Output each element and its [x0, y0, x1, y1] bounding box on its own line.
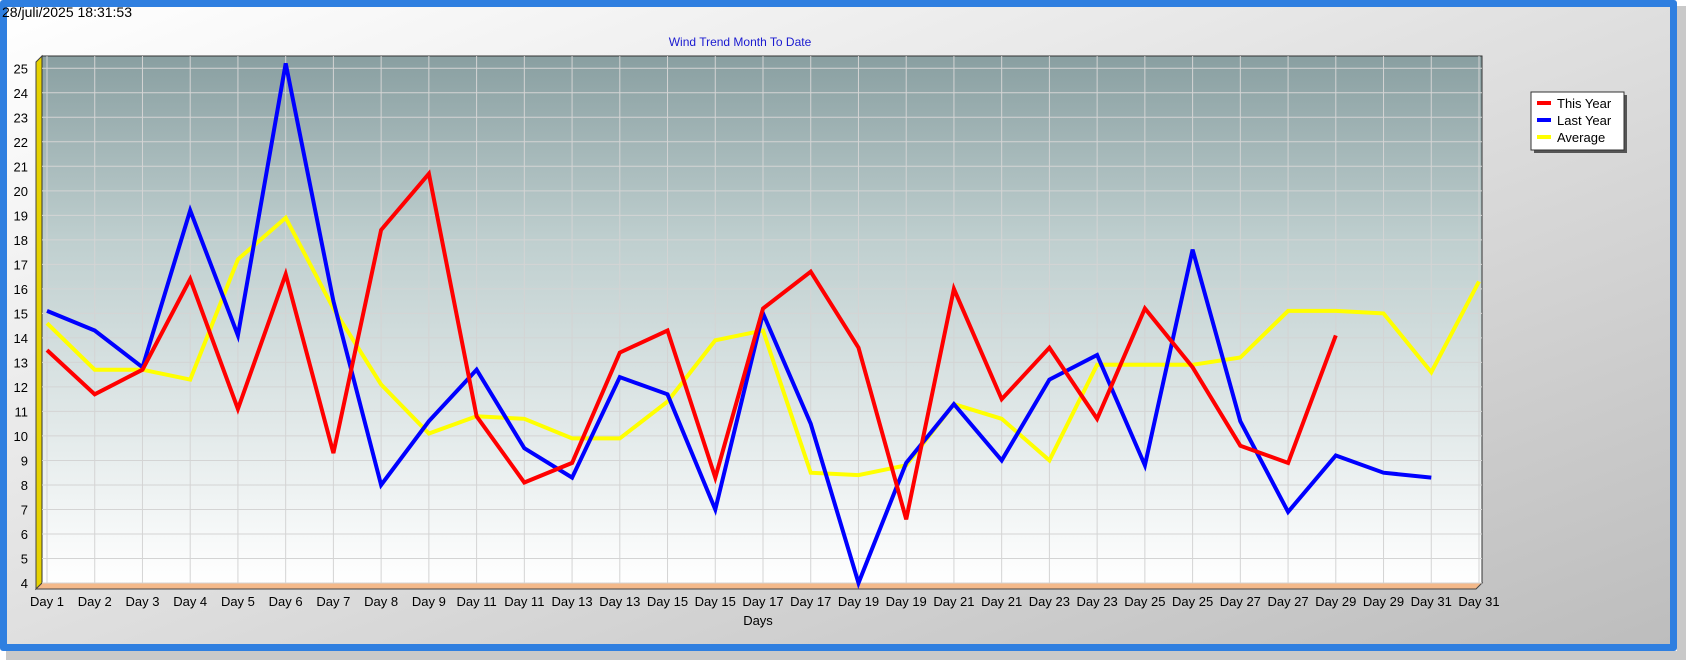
- x-tick-label: Day 25: [1172, 594, 1213, 609]
- y-tick-label: 19: [14, 208, 28, 223]
- y-tick-label: 5: [21, 551, 28, 566]
- y-tick-label: 4: [21, 576, 28, 591]
- y-tick-label: 13: [14, 355, 28, 370]
- plot-depth-left: [35, 54, 43, 591]
- y-tick-label: 10: [14, 429, 28, 444]
- series-line-average: [45, 214, 1481, 478]
- x-tick-label: Day 8: [364, 594, 398, 609]
- x-tick-label: Day 2: [78, 594, 112, 609]
- plot-depth-bottom: [34, 582, 1484, 590]
- x-tick-label: Day 17: [790, 594, 831, 609]
- y-tick-label: 16: [14, 282, 28, 297]
- legend-label: Average: [1557, 130, 1605, 145]
- x-tick-label: Day 31: [1458, 594, 1499, 609]
- x-tick-label: Day 11: [456, 594, 496, 609]
- y-tick-label: 7: [21, 502, 28, 517]
- x-tick-label: Day 6: [269, 594, 303, 609]
- x-tick-label: Day 19: [838, 594, 879, 609]
- y-tick-label: 11: [15, 404, 29, 419]
- x-tick-label: Day 23: [1029, 594, 1070, 609]
- x-tick-label: Day 17: [742, 594, 783, 609]
- x-tick-label: Day 13: [551, 594, 592, 609]
- x-tick-label: Day 21: [933, 594, 974, 609]
- y-tick-label: 17: [14, 257, 28, 272]
- x-tick-label: Day 21: [981, 594, 1022, 609]
- legend-label: This Year: [1557, 96, 1612, 111]
- y-tick-label: 12: [14, 380, 28, 395]
- legend-label: Last Year: [1557, 113, 1612, 128]
- x-tick-label: Day 15: [647, 594, 688, 609]
- x-tick-label: Day 1: [30, 594, 64, 609]
- y-tick-label: 15: [14, 306, 28, 321]
- y-tick-label: 23: [14, 110, 28, 125]
- x-tick-label: Day 29: [1363, 594, 1404, 609]
- x-tick-label: Day 15: [695, 594, 736, 609]
- chart-title: Wind Trend Month To Date: [669, 35, 812, 49]
- window-shadow-right: [1677, 6, 1686, 657]
- x-tick-label: Day 23: [1077, 594, 1118, 609]
- x-tick-label: Day 27: [1220, 594, 1261, 609]
- y-tick-label: 21: [14, 159, 28, 174]
- y-tick-label: 20: [14, 184, 28, 199]
- x-axis-label: Days: [743, 613, 773, 628]
- x-tick-label: Day 25: [1124, 594, 1165, 609]
- y-tick-label: 25: [14, 61, 28, 76]
- x-tick-label: Day 11: [504, 594, 544, 609]
- x-tick-label: Day 31: [1411, 594, 1452, 609]
- x-tick-label: Day 29: [1315, 594, 1356, 609]
- series-line-last-year: [46, 63, 1432, 590]
- y-tick-label: 8: [21, 478, 28, 493]
- y-tick-label: 6: [21, 527, 28, 542]
- x-tick-label: Day 7: [316, 594, 350, 609]
- timestamp: 28/juli/2025 18:31:53: [2, 4, 132, 20]
- window-shadow-bottom: [6, 651, 1686, 660]
- x-tick-label: Day 13: [599, 594, 640, 609]
- x-tick-label: Day 27: [1267, 594, 1308, 609]
- x-tick-label: Day 4: [173, 594, 207, 609]
- y-tick-label: 18: [14, 233, 28, 248]
- y-tick-label: 24: [14, 86, 28, 101]
- legend: This Year Last Year Average: [1530, 91, 1627, 153]
- y-tick-label: 22: [14, 135, 28, 150]
- y-tick-label: 14: [14, 331, 28, 346]
- series-line-this-year: [45, 169, 1338, 520]
- y-tick-label: 9: [21, 453, 28, 468]
- x-tick-label: Day 19: [886, 594, 927, 609]
- x-tick-label: Day 3: [125, 594, 159, 609]
- x-tick-label: Day 9: [412, 594, 446, 609]
- x-tick-label: Day 5: [221, 594, 255, 609]
